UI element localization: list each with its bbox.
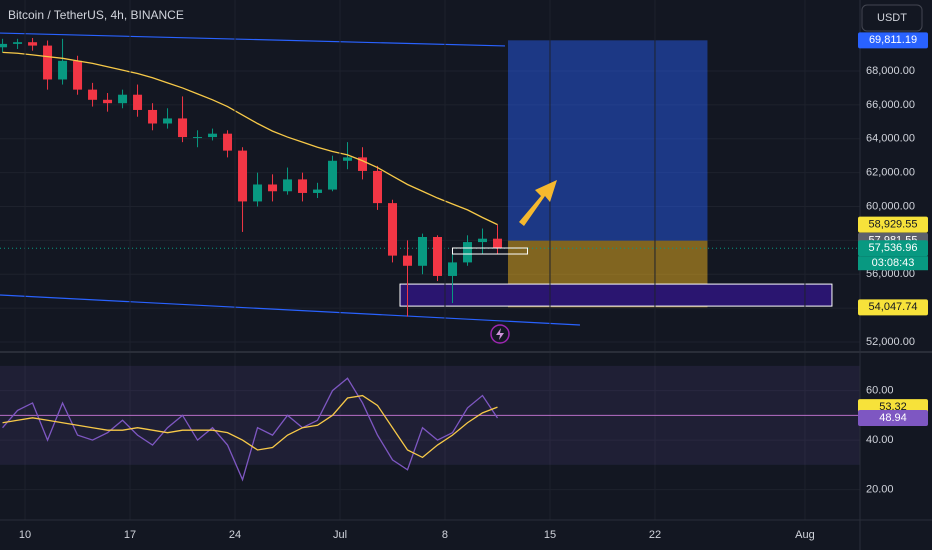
x-tick-label: Jul — [333, 529, 347, 541]
candle-body — [73, 60, 83, 90]
trendline — [0, 32, 506, 47]
candle-body — [343, 157, 353, 161]
candle-body — [447, 262, 457, 276]
price-tag-label: 58,929.55 — [869, 219, 918, 231]
price-tag-label: 48.94 — [879, 412, 907, 424]
event-bolt — [496, 328, 504, 340]
event-icon[interactable] — [490, 324, 510, 344]
candle-body — [13, 42, 23, 44]
candle-body — [253, 184, 263, 202]
candle-body — [418, 236, 428, 266]
plot-layer — [0, 0, 860, 520]
candle-body — [178, 118, 188, 138]
y-tick-label: 40.00 — [866, 434, 894, 446]
y-tick-label: 66,000.00 — [866, 99, 915, 111]
currency-button[interactable] — [861, 4, 923, 32]
candle-body — [223, 133, 233, 151]
price-tag — [858, 32, 928, 49]
candle-body — [268, 184, 278, 192]
y-tick-label: 68,000.00 — [866, 65, 915, 77]
countdown-tag — [858, 256, 928, 271]
target-zone — [507, 40, 708, 241]
x-tick-label: 22 — [649, 529, 661, 541]
candle-body — [283, 179, 293, 192]
candle-body — [403, 255, 413, 266]
price-tag — [858, 240, 928, 257]
candle-body — [58, 60, 68, 80]
arrow-icon — [519, 180, 557, 226]
support-zone — [399, 283, 833, 307]
candle-body — [43, 45, 53, 80]
currency-label: USDT — [877, 12, 907, 24]
countdown-label: 03:08:43 — [872, 257, 915, 269]
candle-body — [328, 160, 338, 190]
y-tick-label: 62,000.00 — [866, 167, 915, 179]
series-line — [2, 394, 498, 459]
candle-body — [462, 242, 472, 263]
candle-body — [148, 109, 158, 124]
x-tick-label: 17 — [124, 529, 136, 541]
x-tick-label: 24 — [229, 529, 241, 541]
trendline — [0, 294, 581, 326]
candle-body — [388, 203, 398, 256]
candle-body — [193, 137, 203, 139]
candle-body — [118, 94, 128, 104]
candle-body — [492, 238, 502, 249]
marker-box — [451, 247, 528, 255]
candle-body — [313, 189, 323, 193]
series-line — [2, 51, 498, 226]
candle-body — [163, 118, 173, 124]
price-tag-label: 57,536.96 — [869, 242, 918, 254]
price-tag — [858, 299, 928, 316]
candle-body — [477, 238, 487, 243]
y-tick-label: 64,000.00 — [866, 133, 915, 145]
candle-body — [28, 42, 38, 46]
candle-body — [0, 43, 8, 48]
y-tick-label: 60,000.00 — [866, 200, 915, 212]
candle-body — [432, 236, 442, 276]
price-tag — [858, 216, 928, 233]
x-tick-label: 10 — [19, 529, 31, 541]
y-tick-label: 52,000.00 — [866, 336, 915, 348]
y-tick-label: 60.00 — [866, 385, 894, 397]
price-tag — [858, 409, 928, 426]
x-tick-label: 8 — [442, 529, 448, 541]
candle-body — [298, 179, 308, 193]
candle-body — [358, 157, 368, 171]
candle-body — [208, 133, 218, 138]
candle-body — [103, 99, 113, 104]
candle-body — [373, 170, 383, 204]
price-tag-label: 54,047.74 — [869, 301, 918, 313]
series-line — [2, 377, 499, 482]
candle-body — [88, 89, 98, 100]
y-tick-label: 56,000.00 — [866, 268, 915, 280]
candle-body — [238, 150, 248, 202]
y-tick-label: 20.00 — [866, 483, 894, 495]
symbol-title: Bitcoin / TetherUS, 4h, BINANCE — [8, 8, 184, 22]
candle-body — [133, 94, 143, 110]
x-tick-label: 15 — [544, 529, 556, 541]
price-tag-label: 69,811.19 — [869, 34, 917, 46]
x-tick-label: Aug — [795, 529, 815, 541]
